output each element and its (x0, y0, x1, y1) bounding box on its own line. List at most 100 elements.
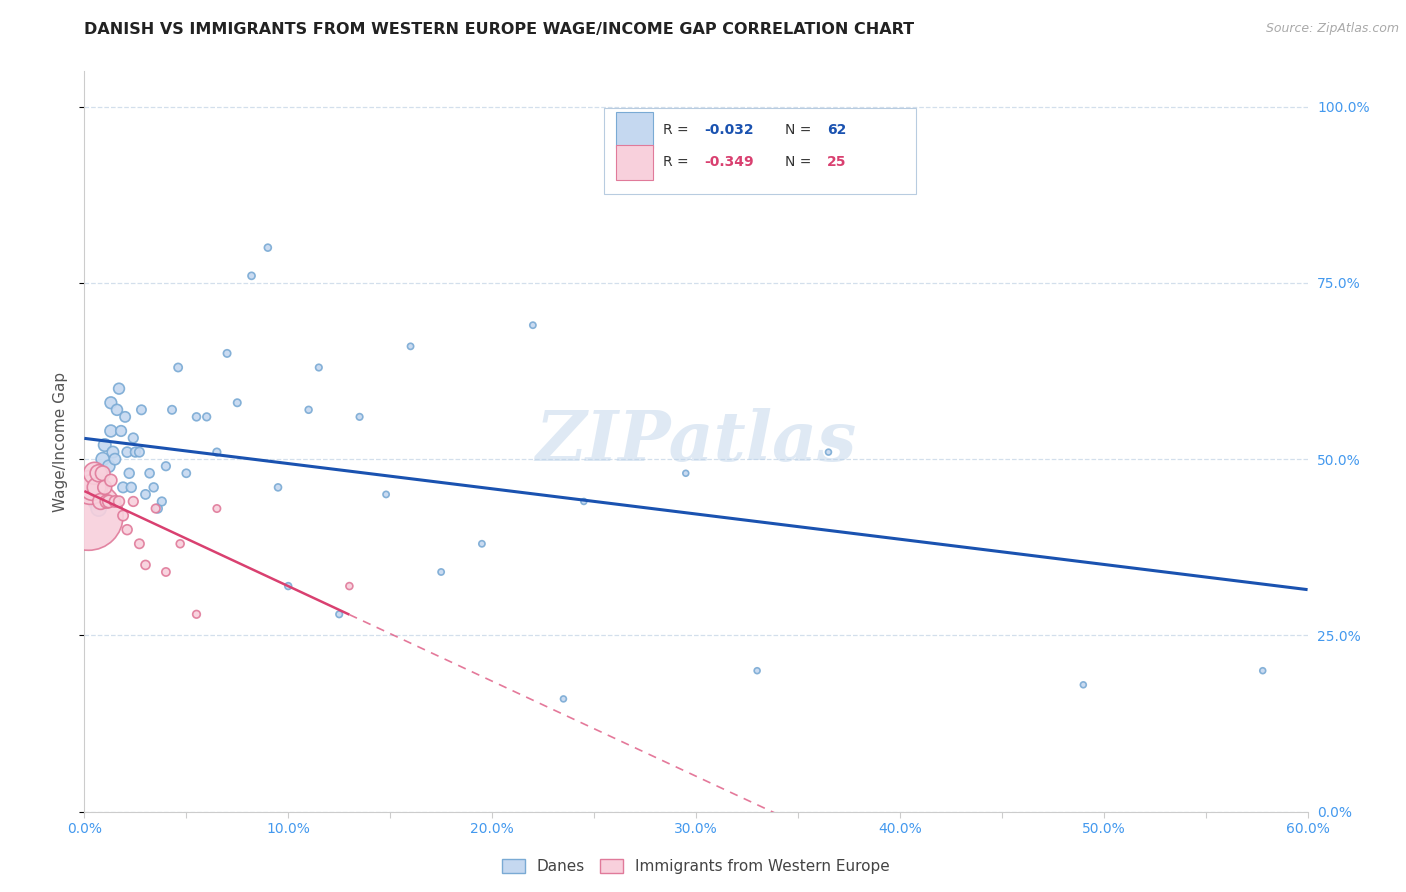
Point (82, 487, 104, 501)
Point (308, 360, 330, 375)
Text: N =: N = (786, 155, 815, 169)
Point (124, 445, 146, 459)
Point (122, 431, 145, 445)
Point (90, 494, 112, 508)
Point (267, 480, 290, 494)
Point (100, 424, 122, 438)
Point (108, 494, 131, 508)
Point (122, 494, 145, 508)
Text: 25: 25 (827, 155, 846, 169)
Point (430, 565, 453, 579)
Point (226, 396, 249, 410)
Point (155, 459, 177, 474)
Point (186, 409, 208, 424)
Point (328, 607, 350, 622)
Point (257, 241, 280, 255)
Point (145, 501, 167, 516)
Bar (616, 145, 654, 180)
Point (142, 480, 165, 494)
Point (83, 480, 105, 494)
Point (135, 487, 157, 501)
Point (1251, 664, 1274, 678)
Point (747, 664, 769, 678)
Point (128, 445, 150, 459)
Point (128, 537, 150, 551)
Point (83, 467, 105, 481)
Point (399, 339, 422, 353)
Point (79, 480, 101, 494)
Point (186, 607, 208, 622)
Point (471, 537, 494, 551)
Legend: Danes, Immigrants from Western Europe: Danes, Immigrants from Western Europe (502, 859, 890, 874)
Point (205, 501, 228, 516)
Point (91, 452, 114, 467)
Point (150, 494, 173, 508)
Point (97, 494, 120, 508)
Point (112, 508, 135, 523)
Point (115, 523, 138, 537)
Point (118, 467, 141, 481)
Point (146, 501, 169, 516)
Point (108, 382, 131, 396)
Text: DANISH VS IMMIGRANTS FROM WESTERN EUROPE WAGE/INCOME GAP CORRELATION CHART: DANISH VS IMMIGRANTS FROM WESTERN EUROPE… (84, 22, 914, 37)
Point (93, 438, 117, 452)
Point (553, 692, 575, 706)
Point (277, 579, 299, 593)
Text: R =: R = (664, 155, 693, 169)
Point (105, 402, 128, 417)
Text: -0.032: -0.032 (704, 123, 754, 136)
Point (155, 565, 177, 579)
Point (298, 402, 321, 417)
Point (160, 402, 183, 417)
Point (716, 184, 738, 198)
Point (86, 480, 108, 494)
Point (101, 445, 124, 459)
Point (87, 501, 110, 516)
Point (205, 445, 228, 459)
Point (115, 445, 138, 459)
Point (96, 494, 118, 508)
Point (131, 402, 153, 417)
Point (110, 424, 132, 438)
Point (195, 409, 218, 424)
Point (82, 480, 104, 494)
Point (96, 494, 118, 508)
Point (104, 452, 127, 467)
Point (87, 467, 110, 481)
Point (104, 494, 127, 508)
Point (1073, 678, 1095, 692)
Text: N =: N = (786, 123, 815, 136)
Point (169, 537, 191, 551)
Point (120, 480, 142, 494)
Point (97, 459, 120, 474)
Point (90, 473, 112, 487)
Point (217, 346, 239, 360)
Point (100, 396, 122, 410)
Point (79, 473, 101, 487)
Point (112, 480, 135, 494)
Point (86, 494, 108, 508)
Point (138, 467, 160, 481)
Point (114, 409, 136, 424)
Y-axis label: Wage/Income Gap: Wage/Income Gap (52, 371, 67, 512)
Point (240, 268, 263, 283)
FancyBboxPatch shape (605, 109, 917, 194)
Point (522, 318, 544, 333)
Point (93, 480, 117, 494)
Point (93, 480, 117, 494)
Bar (616, 112, 654, 147)
Text: 62: 62 (827, 123, 846, 136)
Text: ZIPatlas: ZIPatlas (536, 408, 856, 475)
Text: -0.349: -0.349 (704, 155, 754, 169)
Point (349, 409, 371, 424)
Point (817, 445, 839, 459)
Point (77, 508, 100, 523)
Point (675, 467, 697, 481)
Text: Source: ZipAtlas.com: Source: ZipAtlas.com (1265, 22, 1399, 36)
Point (339, 579, 361, 593)
Point (167, 360, 190, 375)
Point (572, 494, 595, 508)
Point (135, 558, 157, 572)
Point (100, 473, 122, 487)
Point (174, 467, 197, 481)
